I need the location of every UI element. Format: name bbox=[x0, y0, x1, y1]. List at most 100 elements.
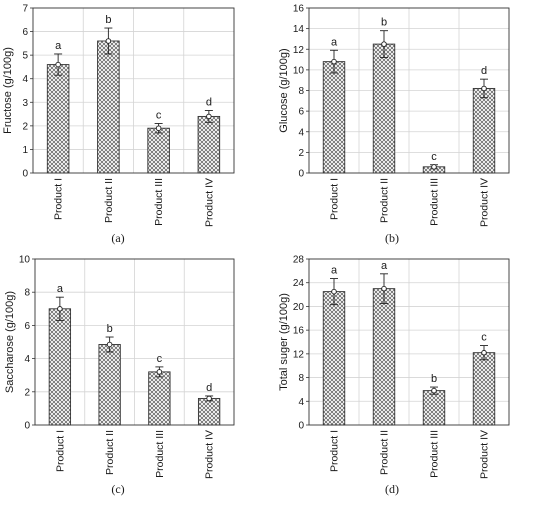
bar bbox=[197, 115, 221, 174]
plot-frame bbox=[32, 7, 235, 174]
y-tick-label: 6 bbox=[22, 27, 28, 38]
x-category-label: Product III bbox=[429, 178, 441, 226]
panel-label: (b) bbox=[385, 231, 399, 245]
y-tick-label: 16 bbox=[293, 4, 305, 15]
bar bbox=[98, 344, 121, 426]
plot-frame bbox=[308, 258, 510, 426]
y-tick-label: 1 bbox=[22, 145, 28, 156]
x-category-label: Product IV bbox=[203, 178, 215, 227]
y-tick-label: 24 bbox=[293, 278, 305, 289]
y-tick-label: 6 bbox=[24, 321, 30, 332]
mean-marker bbox=[57, 306, 63, 312]
mean-marker bbox=[431, 387, 437, 394]
y-tick-label: 8 bbox=[298, 373, 304, 384]
x-category-label: Product I bbox=[329, 430, 341, 472]
y-tick-label: 28 bbox=[293, 255, 305, 266]
y-tick-label: 2 bbox=[22, 121, 28, 132]
panel-label: (d) bbox=[385, 482, 399, 496]
bar bbox=[147, 127, 170, 174]
y-tick-label: 0 bbox=[298, 169, 304, 180]
bar bbox=[97, 40, 120, 174]
panel-label: (a) bbox=[111, 231, 124, 245]
mean-marker bbox=[206, 395, 212, 402]
mean-marker bbox=[105, 38, 112, 44]
significance-letter: a bbox=[55, 40, 62, 52]
x-category-label: Product II bbox=[104, 430, 116, 475]
bar bbox=[46, 64, 70, 174]
y-tick-label: 4 bbox=[298, 127, 304, 138]
y-tick-label: 14 bbox=[293, 24, 305, 35]
y-tick-label: 2 bbox=[24, 387, 30, 398]
x-category-label: Product II bbox=[379, 178, 391, 223]
y-tick-label: 5 bbox=[22, 51, 28, 62]
significance-letter: a bbox=[331, 36, 338, 48]
bar bbox=[322, 291, 346, 426]
significance-letter: b bbox=[431, 373, 437, 385]
plot-frame bbox=[34, 258, 235, 426]
y-tick-label: 3 bbox=[22, 98, 28, 109]
y-tick-label: 7 bbox=[22, 4, 28, 15]
y-tick-label: 16 bbox=[293, 326, 305, 337]
y-tick-label: 4 bbox=[24, 354, 30, 365]
y-tick-label: 4 bbox=[298, 397, 304, 408]
mean-marker bbox=[155, 125, 162, 131]
mean-marker bbox=[381, 41, 387, 47]
x-category-label: Product II bbox=[379, 430, 391, 475]
mean-marker bbox=[431, 164, 437, 170]
mean-marker bbox=[481, 85, 487, 92]
y-tick-label: 20 bbox=[293, 302, 305, 313]
x-category-label: Product III bbox=[153, 178, 165, 226]
x-category-label: Product III bbox=[429, 430, 441, 478]
bar bbox=[48, 308, 72, 426]
x-category-label: Product III bbox=[154, 430, 166, 478]
mean-marker bbox=[331, 58, 337, 65]
bar bbox=[472, 352, 496, 426]
mean-marker bbox=[55, 61, 61, 68]
mean-marker bbox=[156, 369, 163, 375]
bar bbox=[372, 288, 396, 426]
y-axis-title: Glucose (g/100g) bbox=[278, 48, 290, 132]
significance-letter: a bbox=[57, 283, 64, 295]
panel-label: (c) bbox=[111, 482, 124, 496]
significance-letter: d bbox=[206, 382, 212, 394]
y-tick-label: 8 bbox=[24, 288, 30, 299]
y-axis-title: Fructose (g/100g) bbox=[2, 47, 14, 134]
bar bbox=[422, 390, 446, 426]
significance-letter: c bbox=[157, 353, 163, 365]
plot-frame bbox=[308, 7, 510, 174]
y-tick-label: 10 bbox=[19, 255, 31, 266]
x-category-label: Product I bbox=[53, 178, 65, 220]
significance-letter: b bbox=[105, 14, 111, 26]
bar bbox=[197, 397, 221, 426]
significance-letter: a bbox=[331, 265, 338, 277]
y-tick-label: 10 bbox=[293, 65, 305, 76]
bar bbox=[472, 87, 496, 174]
y-tick-label: 12 bbox=[293, 349, 305, 360]
x-category-label: Product IV bbox=[204, 430, 216, 479]
x-category-label: Product I bbox=[54, 430, 66, 472]
bar bbox=[372, 43, 396, 174]
significance-letter: b bbox=[381, 17, 387, 29]
x-category-label: Product IV bbox=[479, 178, 491, 227]
x-category-label: Product I bbox=[329, 178, 341, 220]
chart-panel-4: 0 4 8 12 16 20 24 28 a Product I a Product II b Produ… bbox=[278, 255, 510, 496]
mean-marker bbox=[206, 113, 212, 120]
y-tick-label: 6 bbox=[298, 107, 304, 118]
significance-letter: c bbox=[481, 332, 487, 344]
bar bbox=[148, 371, 171, 426]
chart-panel-1: 0 1 2 3 4 5 6 7 a Product I b Product II c Product II… bbox=[2, 4, 235, 245]
chart-panel-2: 0 2 4 6 8 10 12 14 16 a Product I b Product II c Produ… bbox=[278, 4, 510, 245]
x-category-label: Product II bbox=[103, 178, 115, 223]
mean-marker bbox=[106, 341, 113, 348]
significance-letter: d bbox=[481, 65, 487, 77]
y-tick-label: 8 bbox=[298, 86, 304, 97]
significance-letter: c bbox=[156, 110, 162, 122]
x-category-label: Product IV bbox=[479, 430, 491, 479]
y-tick-label: 2 bbox=[298, 148, 304, 159]
chart-panel-3: 0 2 4 6 8 10 a Product I b Product II c Product III… bbox=[4, 255, 235, 496]
mean-marker bbox=[481, 349, 487, 356]
y-tick-label: 0 bbox=[298, 421, 304, 432]
y-tick-label: 0 bbox=[22, 169, 28, 180]
y-tick-label: 4 bbox=[22, 74, 28, 85]
